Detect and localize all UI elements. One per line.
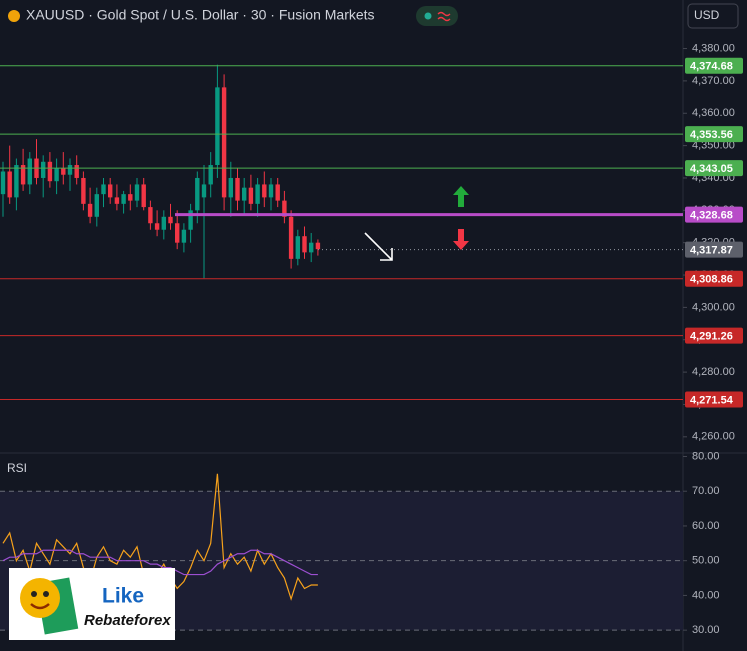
- logo-eye: [43, 591, 49, 597]
- candle-body: [94, 194, 99, 217]
- candle-body: [168, 216, 173, 224]
- candle-body: [302, 236, 307, 253]
- candle-body: [41, 161, 46, 178]
- candle-body: [87, 203, 93, 217]
- candle-body: [128, 194, 133, 201]
- trend-arrow: [364, 232, 393, 261]
- y-tick-label: 4,300.00: [692, 301, 735, 313]
- rsi-line: [2, 549, 318, 576]
- y-tick-label: 70.00: [692, 485, 720, 497]
- plot: 4,260.004,270.004,280.004,290.004,300.00…: [0, 42, 743, 636]
- price-tag-label: 4,328.68: [690, 209, 733, 221]
- candle-body: [215, 87, 220, 166]
- y-tick-label: 80.00: [692, 450, 720, 462]
- candle-body: [188, 210, 193, 230]
- status-dot: [424, 12, 432, 20]
- candle-body: [208, 165, 213, 185]
- candle-body: [134, 184, 140, 201]
- y-tick-label: 4,370.00: [692, 75, 735, 87]
- candle-body: [235, 177, 240, 201]
- panel-title: RSI: [7, 461, 27, 475]
- candle-body: [195, 177, 200, 211]
- y-tick-label: 4,280.00: [692, 366, 735, 378]
- y-tick-label: 60.00: [692, 520, 720, 532]
- logo-face: [20, 578, 60, 618]
- price-tag: [685, 391, 743, 408]
- price-tag: [685, 270, 743, 287]
- price-tag-label: 4,291.26: [690, 331, 733, 343]
- logo-brand: Rebateforex: [84, 612, 171, 629]
- y-tick-label: 50.00: [692, 555, 720, 567]
- candle-body: [101, 184, 106, 195]
- candle-body: [228, 177, 233, 198]
- y-tick-label: 40.00: [692, 589, 720, 601]
- candle-body: [141, 184, 146, 208]
- down-arrow: [453, 229, 469, 250]
- candle-body: [154, 223, 160, 230]
- logo-eye: [31, 591, 37, 597]
- candle-body: [27, 158, 32, 185]
- price-tag: [685, 241, 743, 258]
- y-tick-label: 4,360.00: [692, 107, 735, 119]
- currency-label[interactable]: USD: [694, 8, 720, 22]
- candle-body: [161, 216, 166, 230]
- candle-body: [275, 184, 280, 201]
- price-tag: [685, 160, 743, 177]
- symbol-icon: [8, 10, 20, 22]
- price-tag: [685, 57, 743, 74]
- candle-body: [221, 87, 227, 198]
- logo-like: Like: [102, 585, 144, 608]
- candle-body: [268, 184, 274, 198]
- price-tag-label: 4,271.54: [690, 394, 734, 406]
- symbol-title: XAUUSD · Gold Spot / U.S. Dollar · 30 · …: [26, 7, 375, 23]
- price-tag: [685, 327, 743, 344]
- candle-body: [181, 229, 187, 243]
- candle-body: [20, 165, 26, 185]
- candle-body: [81, 177, 86, 204]
- price-tag-label: 4,374.68: [690, 61, 733, 73]
- candle-body: [61, 168, 66, 175]
- up-arrow: [453, 186, 469, 207]
- candle-body: [7, 171, 12, 198]
- logo-smile: [30, 603, 50, 610]
- y-tick-label: 30.00: [692, 624, 720, 636]
- price-tag-label: 4,317.87: [690, 244, 733, 256]
- status-pill: [416, 6, 458, 26]
- candle-body: [0, 171, 6, 195]
- candle-body: [121, 194, 126, 204]
- candle-body: [74, 165, 79, 178]
- y-tick-label: 4,380.00: [692, 42, 735, 54]
- candle-body: [54, 168, 59, 182]
- candle-body: [114, 197, 120, 204]
- candle-body: [148, 207, 153, 224]
- price-tag-label: 4,353.56: [690, 129, 733, 141]
- price-tag-label: 4,308.86: [690, 274, 733, 286]
- candle-body: [315, 242, 321, 250]
- candle-body: [295, 236, 300, 259]
- status-icon: [437, 11, 451, 22]
- price-tag: [685, 206, 743, 223]
- candle-body: [47, 161, 53, 182]
- candle-body: [282, 200, 287, 217]
- candle-body: [108, 184, 113, 198]
- candle-body: [14, 165, 19, 198]
- candle-body: [309, 242, 314, 253]
- candle-body: [288, 216, 294, 259]
- y-tick-label: 4,350.00: [692, 140, 735, 152]
- candle-body: [242, 187, 247, 201]
- candle-body: [255, 184, 260, 204]
- candle-body: [262, 184, 267, 198]
- candle-body: [175, 223, 180, 243]
- currency-button[interactable]: [687, 3, 739, 29]
- price-tag-label: 4,343.05: [690, 163, 733, 175]
- y-tick-label: 4,260.00: [692, 431, 735, 443]
- candle-body: [67, 165, 73, 175]
- candle-body: [248, 187, 254, 204]
- price-tag: [685, 126, 743, 143]
- candle-body: [201, 184, 207, 198]
